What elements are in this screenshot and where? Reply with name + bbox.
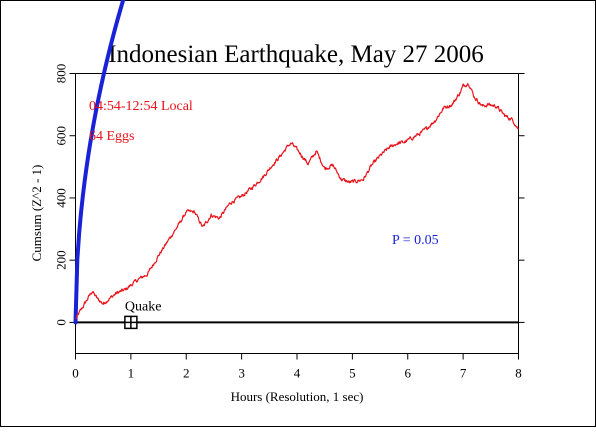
series-layer bbox=[73, 0, 520, 325]
y-tick-label: 0 bbox=[54, 319, 69, 326]
y-tick-label: 800 bbox=[54, 64, 69, 84]
x-tick-label: 2 bbox=[183, 366, 190, 381]
y-tick-label: 400 bbox=[54, 188, 69, 208]
x-axis-title: Hours (Resolution, 1 sec) bbox=[231, 389, 364, 404]
x-tick-label: 6 bbox=[405, 366, 412, 381]
x-tick-label: 5 bbox=[349, 366, 356, 381]
egg-count-label: 64 Eggs bbox=[89, 129, 135, 144]
x-tick-label: 3 bbox=[238, 366, 245, 381]
x-tick-label: 7 bbox=[460, 366, 467, 381]
x-tick-label: 0 bbox=[72, 366, 79, 381]
quake-label: Quake bbox=[125, 299, 162, 314]
y-tick-label: 600 bbox=[54, 126, 69, 146]
x-tick-label: 8 bbox=[515, 366, 522, 381]
x-tick-label: 4 bbox=[294, 366, 301, 381]
time-window-label: 04:54-12:54 Local bbox=[89, 99, 193, 114]
chart-title: Indonesian Earthquake, May 27 2006 bbox=[108, 41, 484, 68]
x-axis: 0 1 2 3 4 5 6 7 8 bbox=[72, 353, 522, 381]
y-axis-title: Cumsum (Z^2 - 1) bbox=[29, 165, 44, 262]
x-tick-label: 1 bbox=[128, 366, 135, 381]
y-axis: 0 200 400 600 800 bbox=[54, 64, 525, 326]
cumsum-trace-line bbox=[75, 83, 520, 320]
y-tick-label: 200 bbox=[54, 250, 69, 270]
quake-marker bbox=[124, 315, 138, 330]
p-value-label: P = 0.05 bbox=[392, 233, 439, 248]
